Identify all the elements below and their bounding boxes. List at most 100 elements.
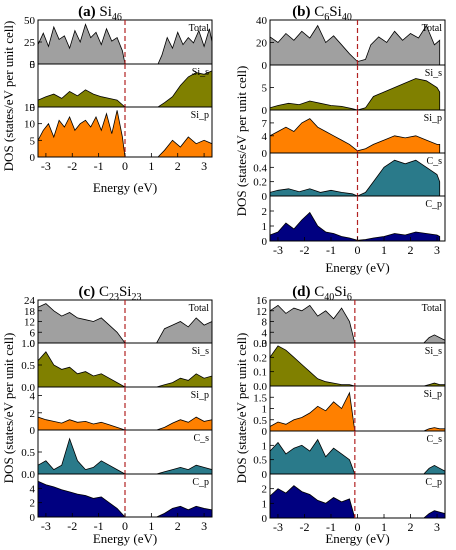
y-tick-label: 4	[262, 327, 268, 339]
y-tick-label: 4	[262, 131, 268, 143]
y-tick-label: 0	[30, 102, 36, 114]
x-tick-label: -2	[67, 159, 77, 173]
x-tick-label: -3	[41, 159, 51, 173]
y-tick-label: 0	[262, 148, 268, 160]
chart-title: (c) C23Si23	[79, 284, 142, 303]
x-tick-label: 0	[355, 520, 361, 534]
y-tick-label: 0.0	[21, 469, 35, 481]
chart-title: (b) C6Si40	[292, 4, 352, 23]
y-tick-label: 0	[262, 60, 268, 72]
y-tick-label: 2	[262, 206, 268, 218]
dos-area-c-p	[269, 485, 446, 519]
y-tick-label: 0	[262, 191, 268, 203]
y-tick-label: 0	[30, 425, 36, 437]
panel-label: C_s	[193, 433, 209, 444]
y-tick-label: 15	[24, 102, 36, 114]
chart-title: (d) C40Si6	[292, 284, 352, 303]
x-axis-label: Energy (eV)	[93, 531, 157, 546]
y-tick-label: 2	[30, 498, 36, 510]
y-tick-label: 0	[262, 426, 268, 438]
x-tick-label: 2	[175, 519, 181, 533]
dos-area-c-s	[37, 437, 213, 475]
y-tick-label: 0.1	[253, 367, 267, 379]
y-tick-label: 16	[256, 295, 268, 307]
panel-label: Total	[422, 23, 443, 34]
x-tick-label: 3	[434, 520, 440, 534]
y-tick-label: 0.4	[253, 162, 267, 174]
dos-area-si-s	[37, 70, 213, 108]
panel-label: Si_p	[191, 390, 209, 401]
y-tick-label: 0.2	[253, 352, 267, 364]
panel-c-s: C_s 0.0 0.5	[21, 429, 213, 481]
panel-total: Total 0 25 50	[24, 15, 213, 71]
y-tick-label: 4	[30, 391, 36, 403]
x-tick-label: 1	[381, 520, 387, 534]
y-tick-label: 0.3	[253, 338, 267, 350]
dos-area-c-p	[37, 480, 213, 518]
y-tick-label: 1	[262, 498, 268, 510]
y-tick-label: 5	[30, 59, 36, 71]
dos-area-si-s	[269, 345, 446, 387]
dos-area-si-s	[37, 351, 213, 388]
panel-label: C_p	[192, 477, 209, 488]
dos-area-c-p	[269, 211, 441, 242]
panel-si-s: Si_s05	[30, 59, 213, 114]
panel-label: Si_p	[424, 389, 442, 400]
panel-label: Si_s	[192, 67, 209, 78]
y-tick-label: 0	[30, 338, 36, 350]
panel-si-s: Si_s 0.0 0.1 0.2 0.3	[253, 338, 446, 393]
x-tick-label: 3	[434, 243, 440, 257]
y-tick-label: 0	[30, 152, 36, 164]
x-tick-label: -1	[326, 243, 336, 257]
x-axis-label: Energy (eV)	[325, 260, 389, 275]
y-tick-label: 7	[262, 118, 268, 130]
y-tick-label: 1	[262, 404, 268, 416]
panel-si-s: Si_s 0.0 0.5 1.0	[21, 338, 213, 394]
x-tick-label: -3	[41, 519, 51, 533]
y-tick-label: 0	[262, 105, 268, 117]
x-tick-label: 3	[201, 159, 207, 173]
y-axis-label: DOS (states/eV per unit cell)	[1, 333, 16, 484]
dos-area-si-s	[269, 78, 441, 111]
y-tick-label: 1	[262, 440, 268, 452]
chart-d: (d) C40Si6Total0481216Si_s0.00.10.20.3Si…	[234, 284, 446, 546]
y-tick-label: 24	[24, 295, 36, 307]
y-tick-label: 25	[24, 37, 36, 49]
y-tick-label: 8	[262, 317, 268, 329]
y-tick-label: 0.0	[253, 381, 267, 393]
chart-c: (c) C23Si23Total06121824Si_s0.00.51.0Si_…	[1, 284, 213, 546]
panel-label: C_p	[425, 199, 442, 210]
x-tick-label: -2	[67, 519, 77, 533]
y-tick-label: 0.0	[21, 382, 35, 394]
panel-label: Si_s	[425, 68, 442, 79]
dos-area-c-s	[269, 438, 446, 475]
panel-label: Total	[422, 303, 443, 314]
panel-label: Total	[189, 303, 210, 314]
y-tick-label: 1.5	[253, 392, 267, 404]
chart-title: (a) Si46	[78, 4, 122, 23]
panel-total: Total 0 20 40	[256, 15, 446, 72]
x-tick-label: 0	[122, 159, 128, 173]
dos-area-total	[37, 303, 213, 344]
panel-label: C_s	[426, 434, 442, 445]
y-tick-label: 0	[262, 469, 268, 481]
y-tick-label: 0	[30, 59, 36, 71]
panel-label: Si_s	[425, 346, 442, 357]
dos-area-si-p	[37, 110, 213, 158]
y-tick-label: 0.5	[21, 360, 35, 372]
panel-c-p: C_p 0 1 2	[262, 195, 446, 248]
y-axis-label: DOS (states/eV per unit cell)	[234, 333, 249, 484]
y-tick-label: 4	[30, 483, 36, 495]
panel-label: C_s	[426, 156, 442, 167]
y-tick-label: 0	[262, 513, 268, 525]
x-tick-label: 1	[148, 519, 154, 533]
x-tick-label: -1	[326, 520, 336, 534]
panel-c-p: C_p 0 1 2	[262, 473, 446, 525]
panel-label: C_p	[425, 477, 442, 488]
x-tick-label: 0	[355, 243, 361, 257]
panel-si-p: Si_p 0 5 10 15	[24, 102, 213, 164]
